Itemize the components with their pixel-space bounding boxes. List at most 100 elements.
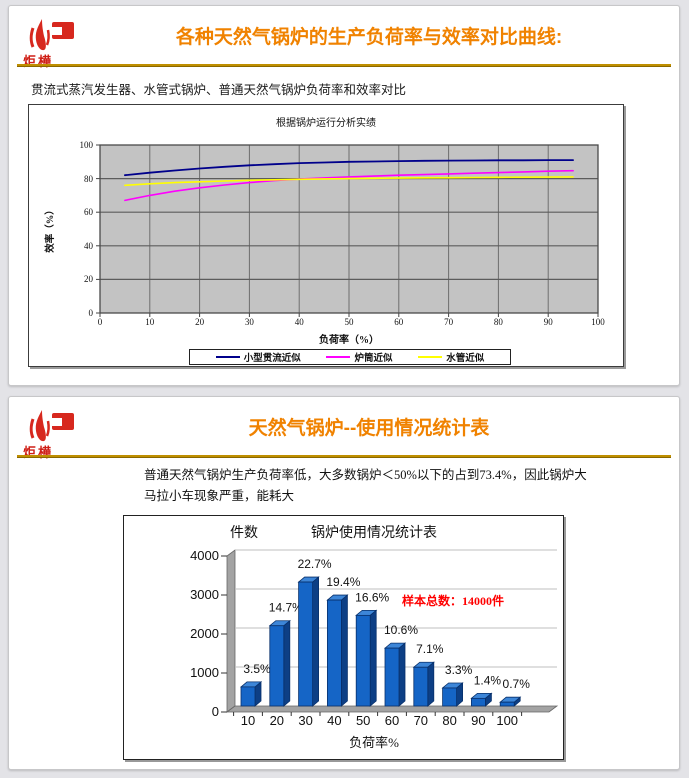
x-tick-label: 70 [444,317,454,327]
legend-label: 炉筒近似 [354,354,393,364]
line-chart: 根据锅炉运行分析实绩 0 20 40 60 80 100 0 10 20 30 40 50 60 70 8… [28,104,624,367]
bar-chart-canvas: 0 1000 2000 3000 4000 10 20 30 40 50 60 70 80 90 100 3.… [190,548,559,728]
flame-logo-icon [29,19,74,51]
flame-logo-icon [29,410,74,442]
company-name: 炬樺 [23,445,54,460]
bar-front-face [442,687,458,707]
sample-total-annotation: 样本总数：14000件 [402,594,505,608]
legend-item: 水管近似 [418,350,484,364]
x-tick-label: 60 [385,713,399,728]
bar-percent-label: 22.7% [298,557,332,571]
series-line-水管近似 [124,176,574,187]
x-tick-label: 100 [591,317,605,327]
legend-marker-icon [326,356,351,358]
bar-front-face [269,625,285,707]
y-tick-label: 3000 [190,587,219,602]
x-tick-label: 100 [496,713,518,728]
x-tick-label: 80 [493,317,503,327]
x-tick-label: 20 [270,713,284,728]
x-tick-label: 30 [244,317,254,327]
bar-chart-x-title: 负荷率% [349,735,399,750]
bar-side-face [427,661,435,707]
bar-front-face [384,647,400,707]
y-tick-label: 60 [84,207,93,218]
slide-usage-statistics: 炬樺 天然气锅炉--使用情况统计表 普通天然气锅炉生产负荷率低，大多数锅炉＜50… [8,396,680,770]
y-tick-label: 4000 [190,548,219,563]
bar-front-face [413,666,429,707]
line-chart-canvas [96,144,599,317]
bar-percent-label: 1.4% [474,673,502,687]
line-chart-legend: 小型贯流近似 炉筒近似 水管近似 [189,349,511,365]
bar-percent-label: 3.3% [445,663,473,677]
bar-front-face [470,697,486,707]
line-chart-x-title: 负荷率（%） [319,335,379,346]
slide2-title: 天然气锅炉--使用情况统计表 [248,418,490,439]
y-tick-label: 40 [84,240,93,251]
x-tick-label: 80 [442,713,456,728]
company-name: 炬樺 [23,54,54,69]
legend-label: 小型贯流近似 [243,354,301,364]
y-tick-label: 100 [79,140,94,150]
slide2-paragraph: 普通天然气锅炉生产负荷率低，大多数锅炉＜50%以下的占到73.4%，因此锅炉大马… [144,468,587,503]
series-line-炉筒近似 [124,169,574,202]
x-tick-label: 70 [414,713,428,728]
y-tick-label: 2000 [190,626,219,641]
legend-item: 小型贯流近似 [215,350,301,364]
y-tick-label: 1000 [190,665,219,680]
company-logo-icon [26,18,78,54]
bar-percent-label: 14.7% [269,601,303,615]
series-line-小型贯流近似 [124,159,574,177]
header-divider [17,64,671,67]
x-tick-label: 10 [241,713,255,728]
bar-chart-title: 锅炉使用情况统计表 [311,526,437,541]
bar-chart: 件数 锅炉使用情况统计表 0 1000 2000 3000 4000 10 20 30 40 50… [123,515,564,760]
x-tick-label: 0 [97,317,103,327]
x-tick-label: 90 [471,713,485,728]
y-tick-label: 0 [88,308,94,318]
bar-percent-label: 3.5% [243,662,271,676]
axis-floor-3d [225,705,559,713]
y-tick-label: 0 [212,704,219,719]
company-logo-icon [26,409,78,445]
bar-percent-label: 16.6% [355,590,389,604]
bar-side-face [283,619,291,707]
bar-side-face [398,642,406,707]
bar-side-face [369,609,377,707]
x-tick-label: 90 [543,317,553,327]
bar-front-face [326,599,342,707]
legend-marker-icon [418,356,443,358]
bar-percent-label: 10.6% [384,623,418,637]
slide1-subtitle: 贯流式蒸汽发生器、水管式锅炉、普通天然气锅炉负荷率和效率对比 [31,83,407,97]
bar-percent-label: 19.4% [326,575,360,589]
x-tick-label: 20 [195,317,205,327]
header-divider [17,455,671,458]
y-tick-label: 20 [84,274,93,285]
slide-efficiency-curves: 炬樺 各种天然气锅炉的生产负荷率与效率对比曲线: 贯流式蒸汽发生器、水管式锅炉、… [8,5,680,386]
bar-percent-label: 7.1% [416,642,444,656]
x-tick-label: 40 [294,317,304,327]
bar-side-face [340,594,348,707]
bar-front-face [499,701,515,707]
line-chart-y-title: 效率（%） [46,205,56,253]
y-tick-label: 80 [84,173,93,184]
x-tick-label: 10 [145,317,155,327]
x-tick-label: 40 [327,713,341,728]
bar-front-face [298,581,314,707]
legend-item: 炉筒近似 [326,350,393,364]
axis-wall-3d [226,549,236,713]
bar-side-face [312,576,320,707]
bar-chart-y-title: 件数 [230,526,258,541]
bar-front-face [355,614,371,707]
x-tick-label: 60 [394,317,404,327]
line-chart-title: 根据锅炉运行分析实绩 [276,118,376,129]
x-tick-label: 50 [356,713,370,728]
plot-border [99,144,599,314]
legend-marker-icon [215,356,240,358]
legend-label: 水管近似 [446,354,485,364]
x-tick-label: 30 [298,713,312,728]
bar-percent-label: 0.7% [503,677,531,691]
bar-front-face [240,686,256,707]
x-tick-label: 50 [344,317,354,327]
slide1-title: 各种天然气锅炉的生产负荷率与效率对比曲线: [175,27,563,48]
